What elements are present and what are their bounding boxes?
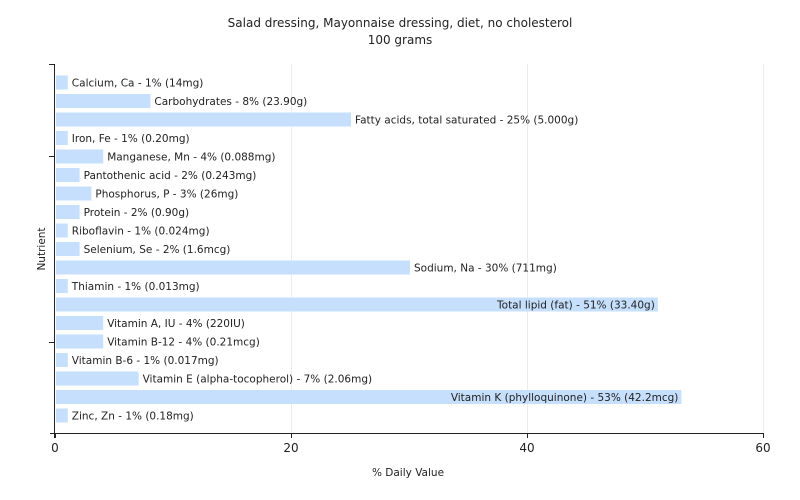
bar-4 (56, 149, 104, 164)
bar-0 (56, 75, 68, 90)
bar-label-2: Fatty acids, total saturated - 25% (5.00… (355, 115, 578, 127)
x-axis-title: % Daily Value (372, 467, 444, 479)
bar-label-4: Manganese, Mn - 4% (0.088mg) (107, 152, 275, 164)
bar-label-12: Total lipid (fat) - 51% (33.40g) (496, 300, 655, 312)
bar-label-14: Vitamin B-12 - 4% (0.21mcg) (107, 337, 260, 349)
bar-label-3: Iron, Fe - 1% (0.20mg) (72, 133, 190, 145)
bar-7 (56, 205, 80, 219)
bar-label-1: Carbohydrates - 8% (23.90g) (154, 96, 307, 108)
chart-subtitle: 100 grams (368, 33, 433, 47)
bar-label-18: Zinc, Zn - 1% (0.18mg) (72, 411, 194, 423)
bar-5 (56, 168, 80, 182)
bar-2 (56, 112, 351, 127)
y-axis-title: Nutrient (36, 227, 48, 270)
bar-12 (56, 297, 658, 312)
bar-13 (56, 316, 104, 330)
bar-3 (56, 131, 68, 145)
chart-title: Salad dressing, Mayonnaise dressing, die… (228, 16, 573, 30)
x-tick-label-3: 60 (755, 441, 770, 455)
bar-8 (56, 223, 68, 238)
bar-label-15: Vitamin B-6 - 1% (0.017mg) (72, 355, 219, 367)
bar-label-0: Calcium, Ca - 1% (14mg) (72, 78, 204, 90)
x-tick-label-0: 0 (51, 441, 59, 455)
bar-14 (56, 334, 104, 349)
bar-label-5: Pantothenic acid - 2% (0.243mg) (84, 170, 257, 182)
bar-1 (56, 94, 151, 108)
axes: 0 20 40 60 (49, 64, 771, 455)
bar-17 (56, 390, 682, 404)
bars: Calcium, Ca - 1% (14mg) Carbohydrates - 8… (56, 75, 682, 423)
bar-label-11: Thiamin - 1% (0.013mg) (71, 281, 200, 293)
bar-label-17: Vitamin K (phylloquinone) - 53% (42.2mcg… (451, 392, 679, 404)
bar-10 (56, 260, 410, 275)
bar-16 (56, 371, 139, 386)
bar-label-10: Sodium, Na - 30% (711mg) (414, 263, 557, 275)
bar-6 (56, 186, 92, 201)
bar-label-9: Selenium, Se - 2% (1.6mcg) (84, 244, 231, 256)
bar-label-8: Riboflavin - 1% (0.024mg) (72, 226, 210, 238)
bar-15 (56, 353, 68, 367)
x-tick-label-2: 40 (519, 441, 534, 455)
x-tick-label-1: 20 (283, 441, 298, 455)
bar-label-13: Vitamin A, IU - 4% (220IU) (107, 318, 245, 330)
bar-label-7: Protein - 2% (0.90g) (84, 207, 190, 219)
bar-label-16: Vitamin E (alpha-tocopherol) - 7% (2.06m… (143, 374, 373, 386)
bar-9 (56, 242, 80, 256)
bar-11 (56, 279, 68, 293)
bar-18 (56, 408, 68, 423)
bar-label-6: Phosphorus, P - 3% (26mg) (95, 189, 238, 201)
